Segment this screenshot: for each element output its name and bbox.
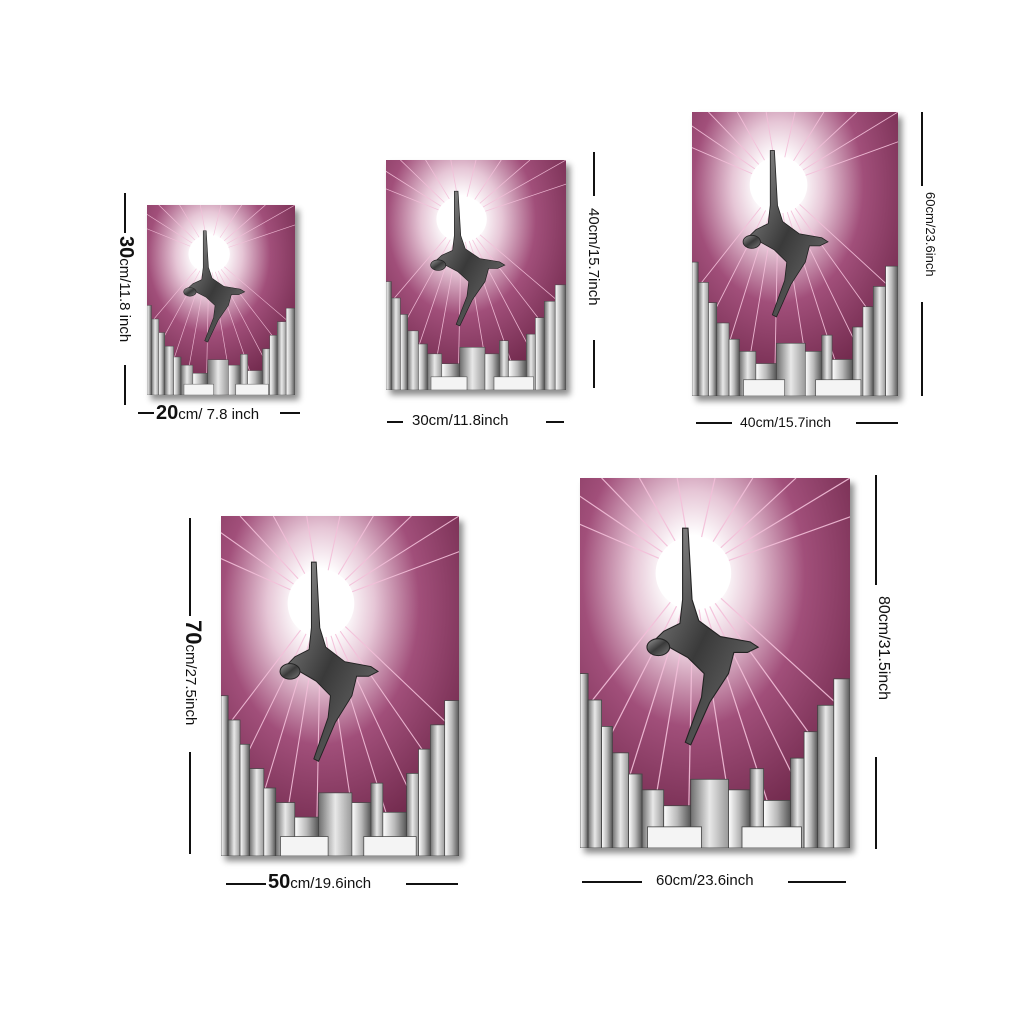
width-line-left-1 (138, 412, 154, 414)
height-label-4-big: 70 (181, 620, 206, 645)
height-line-top-5 (875, 475, 877, 585)
height-label-2: 40cm/15.7inch (585, 208, 602, 306)
height-label-1: 30cm/11.8 inch (114, 236, 137, 342)
poster-small-20x30 (147, 205, 295, 395)
height-line-top-3 (921, 112, 923, 186)
width-label-3: 40cm/15.7inch (740, 414, 832, 430)
width-line-right-5 (788, 881, 846, 883)
height-label-5: 80cm/31.5inch (875, 596, 892, 701)
poster-30x40 (386, 160, 566, 390)
width-line-left-5 (582, 881, 642, 883)
height-line-bottom-2 (593, 340, 595, 388)
poster-50x70 (221, 516, 459, 856)
height-label-4: 70cm/27.5inch (180, 620, 206, 725)
height-label-1-big: 30 (115, 236, 137, 259)
height-label-1-small: cm/11.8 inch (116, 258, 133, 343)
height-line-top-1 (124, 193, 126, 233)
width-label-4: 50cm/19.6inch (268, 871, 371, 894)
height-line-bottom-1 (124, 365, 126, 405)
width-line-left-2 (387, 421, 403, 423)
height-label-4-small: cm/27.5inch (182, 644, 199, 726)
height-label-3: 60cm/23.6inch (923, 192, 938, 277)
width-label-1-small: cm/ 7.8 inch (178, 406, 260, 423)
height-line-bottom-3 (921, 302, 923, 396)
height-line-top-2 (593, 152, 595, 196)
width-label-4-small: cm/19.6inch (290, 875, 372, 892)
height-line-top-4 (189, 518, 191, 616)
width-line-left-4 (226, 883, 266, 885)
width-line-right-1 (280, 412, 300, 414)
width-line-right-4 (406, 883, 458, 885)
poster-40x60 (692, 112, 898, 396)
width-label-4-big: 50 (268, 871, 291, 893)
width-line-left-3 (696, 422, 732, 424)
width-line-right-3 (856, 422, 898, 424)
width-line-right-2 (546, 421, 564, 423)
height-line-bottom-5 (875, 757, 877, 849)
width-label-1-big: 20 (156, 402, 179, 424)
width-label-5: 60cm/23.6inch (656, 872, 754, 889)
width-label-1: 20cm/ 7.8 inch (156, 402, 259, 425)
height-line-bottom-4 (189, 752, 191, 854)
poster-60x80 (580, 478, 850, 848)
width-label-2: 30cm/11.8inch (412, 412, 509, 429)
